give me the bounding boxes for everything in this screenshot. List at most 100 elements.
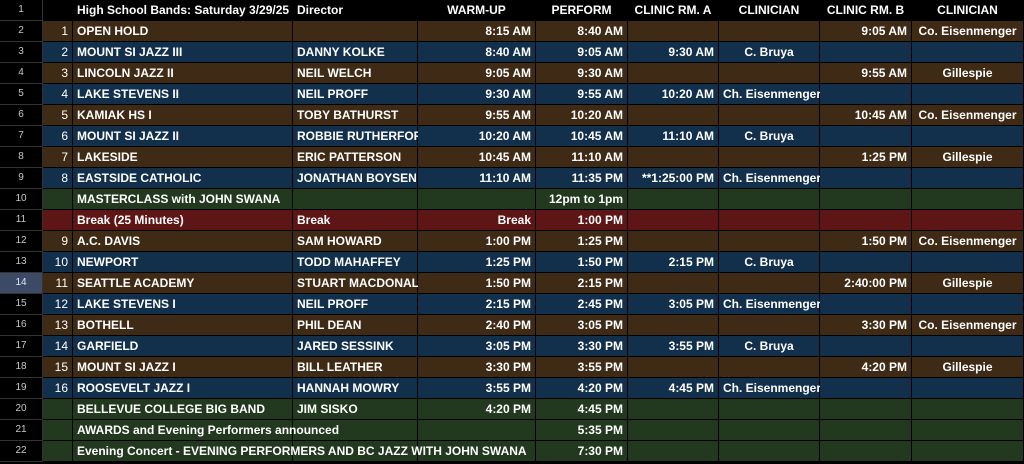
cell-clinician-b[interactable]	[912, 252, 1024, 273]
cell-perform[interactable]: 2:45 PM	[536, 294, 628, 315]
cell-clinician-a[interactable]	[719, 231, 820, 252]
cell-clinic-a[interactable]	[628, 21, 719, 42]
cell-perform[interactable]: 2:15 PM	[536, 273, 628, 294]
cell-clinician-a[interactable]: Ch. Eisenmenger	[719, 84, 821, 105]
cell-perform[interactable]: 1:50 PM	[536, 252, 628, 273]
cell-clinician-b[interactable]	[912, 42, 1024, 63]
cell-clinician-b[interactable]: Co. Eisenmenger	[912, 315, 1024, 336]
row-number[interactable]: 9	[0, 168, 43, 189]
cell-num[interactable]: 2	[43, 42, 73, 63]
cell-clinic-a[interactable]: 3:05 PM	[628, 294, 719, 315]
cell-director[interactable]: TODD MAHAFFEY	[293, 252, 418, 273]
cell-clinician-b[interactable]	[912, 189, 1024, 210]
cell-warmup[interactable]	[418, 189, 536, 210]
cell-warmup[interactable]: 2:40 PM	[418, 315, 536, 336]
cell-warmup[interactable]: 1:25 PM	[418, 252, 536, 273]
cell-clinician-a[interactable]: C. Bruya	[719, 42, 820, 63]
cell-clinician-a[interactable]	[719, 189, 820, 210]
cell-clinic-a[interactable]	[628, 210, 719, 231]
cell-director[interactable]: NEIL WELCH	[293, 63, 418, 84]
row-number[interactable]: 6	[0, 105, 43, 126]
cell-band[interactable]: MASTERCLASS with JOHN SWANA	[73, 189, 293, 210]
cell-clinician-b[interactable]	[912, 84, 1024, 105]
cell-num[interactable]: 8	[43, 168, 73, 189]
cell-num[interactable]	[43, 441, 73, 462]
cell-clinic-a[interactable]	[628, 231, 719, 252]
cell-director[interactable]	[293, 21, 418, 42]
cell-band[interactable]: AWARDS and Evening Performers announced	[73, 420, 339, 441]
cell-band[interactable]: LAKE STEVENS II	[73, 84, 293, 105]
column-header-perform[interactable]: PERFORM	[536, 0, 628, 21]
row-number[interactable]: 21	[0, 420, 43, 441]
column-header-clinician-b[interactable]: CLINICIAN	[912, 0, 1024, 21]
cell-clinician-a[interactable]	[719, 420, 820, 441]
cell-warmup[interactable]: 3:05 PM	[418, 336, 536, 357]
cell-clinic-b[interactable]: 9:55 AM	[820, 63, 912, 84]
cell-num[interactable]	[43, 210, 73, 231]
cell-clinic-b[interactable]	[820, 420, 912, 441]
cell-clinic-b[interactable]: 3:30 PM	[820, 315, 912, 336]
cell-clinician-a[interactable]: C. Bruya	[719, 336, 820, 357]
cell-clinic-a[interactable]: 4:45 PM	[628, 378, 719, 399]
cell-clinic-b[interactable]: 2:40:00 PM	[820, 273, 912, 294]
cell-clinician-a[interactable]	[719, 273, 820, 294]
cell-band[interactable]: Evening Concert - EVENING PERFORMERS AND…	[73, 441, 527, 462]
cell-band[interactable]: KAMIAK HS I	[73, 105, 293, 126]
cell-num[interactable]: 10	[43, 252, 73, 273]
column-header-director[interactable]: Director	[293, 0, 418, 21]
cell-clinician-b[interactable]	[912, 336, 1024, 357]
row-number[interactable]: 15	[0, 294, 43, 315]
cell-warmup[interactable]: 8:40 AM	[418, 42, 536, 63]
cell-clinician-a[interactable]: C. Bruya	[719, 252, 820, 273]
cell-perform[interactable]: 11:10 AM	[536, 147, 628, 168]
cell-num[interactable]: 16	[43, 378, 73, 399]
cell-clinician-b[interactable]: Gillespie	[912, 273, 1024, 294]
cell-perform[interactable]: 11:35 PM	[536, 168, 628, 189]
cell-clinician-a[interactable]	[719, 441, 820, 462]
cell-clinician-b[interactable]	[912, 168, 1024, 189]
cell-num[interactable]	[43, 189, 73, 210]
row-number[interactable]: 10	[0, 189, 43, 210]
cell-band[interactable]: Break (25 Minutes)	[73, 210, 293, 231]
cell-perform[interactable]: 12pm to 1pm	[536, 189, 628, 210]
cell-band[interactable]: LAKE STEVENS I	[73, 294, 293, 315]
cell-clinic-a[interactable]: 10:20 AM	[628, 84, 719, 105]
cell-director[interactable]: ERIC PATTERSON	[293, 147, 418, 168]
cell-clinic-b[interactable]	[820, 126, 912, 147]
cell-director[interactable]: DANNY KOLKE	[293, 42, 418, 63]
cell-clinic-b[interactable]	[820, 84, 912, 105]
cell-perform[interactable]: 10:45 AM	[536, 126, 628, 147]
cell-clinician-a[interactable]	[719, 357, 820, 378]
cell-clinician-b[interactable]: Co. Eisenmenger	[912, 105, 1024, 126]
cell-band[interactable]: MOUNT SI JAZZ III	[73, 42, 293, 63]
column-header-clinic-b[interactable]: CLINIC RM. B	[820, 0, 912, 21]
cell-clinic-b[interactable]	[820, 42, 912, 63]
cell-clinic-a[interactable]: 9:30 AM	[628, 42, 719, 63]
cell-clinician-a[interactable]	[719, 210, 820, 231]
cell-clinic-a[interactable]: 2:15 PM	[628, 252, 719, 273]
row-number[interactable]: 13	[0, 252, 43, 273]
row-number[interactable]: 22	[0, 441, 43, 462]
cell-clinician-a[interactable]	[719, 105, 820, 126]
cell-warmup[interactable]: 11:10 AM	[418, 168, 536, 189]
cell-warmup[interactable]: 9:30 AM	[418, 84, 536, 105]
cell-num[interactable]: 15	[43, 357, 73, 378]
cell-clinician-a[interactable]	[719, 21, 820, 42]
row-number[interactable]: 4	[0, 63, 43, 84]
cell-band[interactable]: GARFIELD	[73, 336, 293, 357]
cell-perform[interactable]: 8:40 AM	[536, 21, 628, 42]
row-number[interactable]: 16	[0, 315, 43, 336]
cell-perform[interactable]: 1:00 PM	[536, 210, 628, 231]
cell-num[interactable]	[43, 420, 73, 441]
cell-clinician-a[interactable]: Ch. Eisenmenger	[719, 168, 821, 189]
cell-num[interactable]: 5	[43, 105, 73, 126]
cell-clinic-a[interactable]	[628, 420, 719, 441]
cell-clinic-b[interactable]	[820, 168, 912, 189]
row-number[interactable]: 14	[0, 273, 43, 294]
cell-clinician-b[interactable]	[912, 399, 1024, 420]
cell-perform[interactable]: 5:35 PM	[536, 420, 628, 441]
cell-clinic-b[interactable]	[820, 252, 912, 273]
cell-director[interactable]: TOBY BATHURST	[293, 105, 418, 126]
column-header-band[interactable]: High School Bands: Saturday 3/29/25	[73, 0, 293, 21]
cell-perform[interactable]: 4:20 PM	[536, 378, 628, 399]
